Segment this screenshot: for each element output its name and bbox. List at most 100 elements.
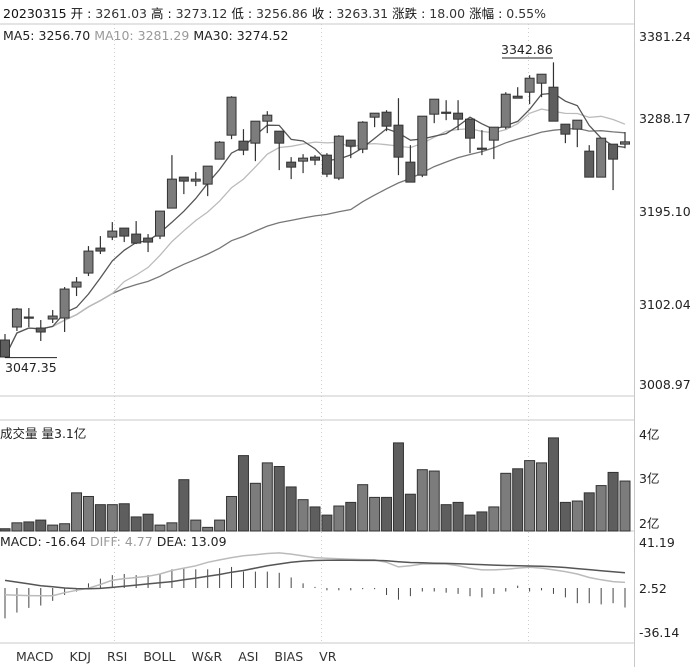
volume-bar xyxy=(404,493,416,532)
volume-bar xyxy=(226,495,238,532)
candle-body xyxy=(453,112,464,120)
candle-body xyxy=(476,147,487,150)
volume-bar xyxy=(273,466,285,532)
candle-body xyxy=(298,157,309,162)
volume-bar xyxy=(536,462,548,532)
date: 20230315 xyxy=(3,6,67,21)
candle-body xyxy=(0,339,10,358)
tab-bias[interactable]: BIAS xyxy=(274,649,304,664)
dea-label: DEA: xyxy=(156,534,187,549)
volume-tick: 2亿 xyxy=(639,516,660,531)
volume-bar xyxy=(130,516,142,532)
indicator-tabs: MACD KDJ RSI BOLL W&R ASI BIAS VR xyxy=(0,649,634,664)
volume-bar xyxy=(94,504,106,532)
candle-body xyxy=(369,112,380,118)
low-value: 3256.86 xyxy=(256,6,308,21)
candle-body xyxy=(429,98,440,115)
candle-body xyxy=(345,139,356,147)
volume-bar xyxy=(309,506,321,532)
ma30-label: MA30: xyxy=(193,28,233,43)
candle-body xyxy=(83,250,94,274)
volume-bar xyxy=(595,485,607,532)
volume-bar xyxy=(0,528,11,532)
volume-bar xyxy=(178,479,190,532)
candle-body xyxy=(357,121,368,150)
candle-body xyxy=(71,281,82,288)
ohlc-header: 20230315 开 : 3261.03 高 : 3273.12 低 : 325… xyxy=(3,6,546,21)
volume-bar xyxy=(154,524,166,532)
low-marker-label: 3047.35 xyxy=(5,360,57,375)
candle-body xyxy=(11,308,22,328)
volume-label: 成交量 xyxy=(0,426,38,441)
candle-body xyxy=(178,176,189,182)
volume-bar xyxy=(71,492,83,532)
tab-asi[interactable]: ASI xyxy=(238,649,259,664)
candle-body xyxy=(584,150,595,178)
candle-body xyxy=(131,233,142,244)
tab-macd[interactable]: MACD xyxy=(16,649,54,664)
volume-bar xyxy=(166,522,178,532)
candle-body xyxy=(572,119,583,130)
pct-value: 0.55% xyxy=(506,6,546,21)
volume-bar xyxy=(619,480,631,532)
ma30-value: 3274.52 xyxy=(236,28,289,43)
candle-body xyxy=(310,156,320,161)
volume-bar xyxy=(285,486,297,532)
candle-body xyxy=(381,111,392,127)
volume-bar xyxy=(82,495,94,532)
candle-body xyxy=(405,161,416,183)
volume-bar xyxy=(392,442,404,532)
price-tick: 3008.97 xyxy=(639,377,691,392)
candle-body xyxy=(512,95,523,99)
candle-body xyxy=(143,237,154,243)
change-value: 18.00 xyxy=(429,6,466,21)
volume-current: 量3.1亿 xyxy=(41,426,87,441)
ma5-value: 3256.70 xyxy=(38,28,91,43)
tab-wr[interactable]: W&R xyxy=(191,649,223,664)
pct-label: 涨幅 xyxy=(469,6,495,21)
change-label: 涨跌 xyxy=(392,6,418,21)
volume-bar xyxy=(428,470,440,532)
candle-body xyxy=(620,141,630,145)
extreme-markers xyxy=(5,57,553,359)
price-tick: 3102.04 xyxy=(639,297,691,312)
ma10-value: 3281.29 xyxy=(137,28,190,43)
candle-body xyxy=(190,178,201,182)
tab-boll[interactable]: BOLL xyxy=(143,649,176,664)
tab-rsi[interactable]: RSI xyxy=(107,649,128,664)
volume-bar xyxy=(416,469,428,532)
price-tick: 3381.24 xyxy=(639,29,691,44)
macd-tick: 41.19 xyxy=(639,535,675,550)
candle-body xyxy=(488,126,499,141)
volume-bar xyxy=(142,513,154,532)
candle-body xyxy=(202,165,213,185)
open-value: 3261.03 xyxy=(95,6,147,21)
macd-tick: 2.52 xyxy=(639,581,667,596)
volume-tick: 4亿 xyxy=(639,427,660,442)
candle-body xyxy=(238,140,249,151)
candlesticks xyxy=(0,62,630,358)
volume-bar xyxy=(261,462,273,532)
ma10-line xyxy=(4,108,626,358)
candle-body xyxy=(333,135,344,179)
tab-kdj[interactable]: KDJ xyxy=(69,649,91,664)
close-label: 收 xyxy=(311,6,325,21)
volume-bar xyxy=(118,503,130,532)
price-tick: 3288.17 xyxy=(639,111,691,126)
ma5-line xyxy=(4,92,626,358)
volume-bars xyxy=(0,437,631,532)
ma10-label: MA10: xyxy=(94,28,134,43)
candle-body xyxy=(560,123,571,135)
tab-vr[interactable]: VR xyxy=(319,649,337,664)
volume-bar xyxy=(500,472,512,532)
volume-bar xyxy=(607,471,619,532)
moving-average-lines xyxy=(4,92,626,358)
volume-bar xyxy=(23,521,35,532)
volume-bar xyxy=(512,468,524,532)
candle-body xyxy=(47,315,58,320)
diff-value: 4.77 xyxy=(124,534,153,549)
diff-label: DIFF: xyxy=(89,534,121,549)
candle-body xyxy=(500,93,511,128)
open-label: 开 xyxy=(70,6,84,21)
